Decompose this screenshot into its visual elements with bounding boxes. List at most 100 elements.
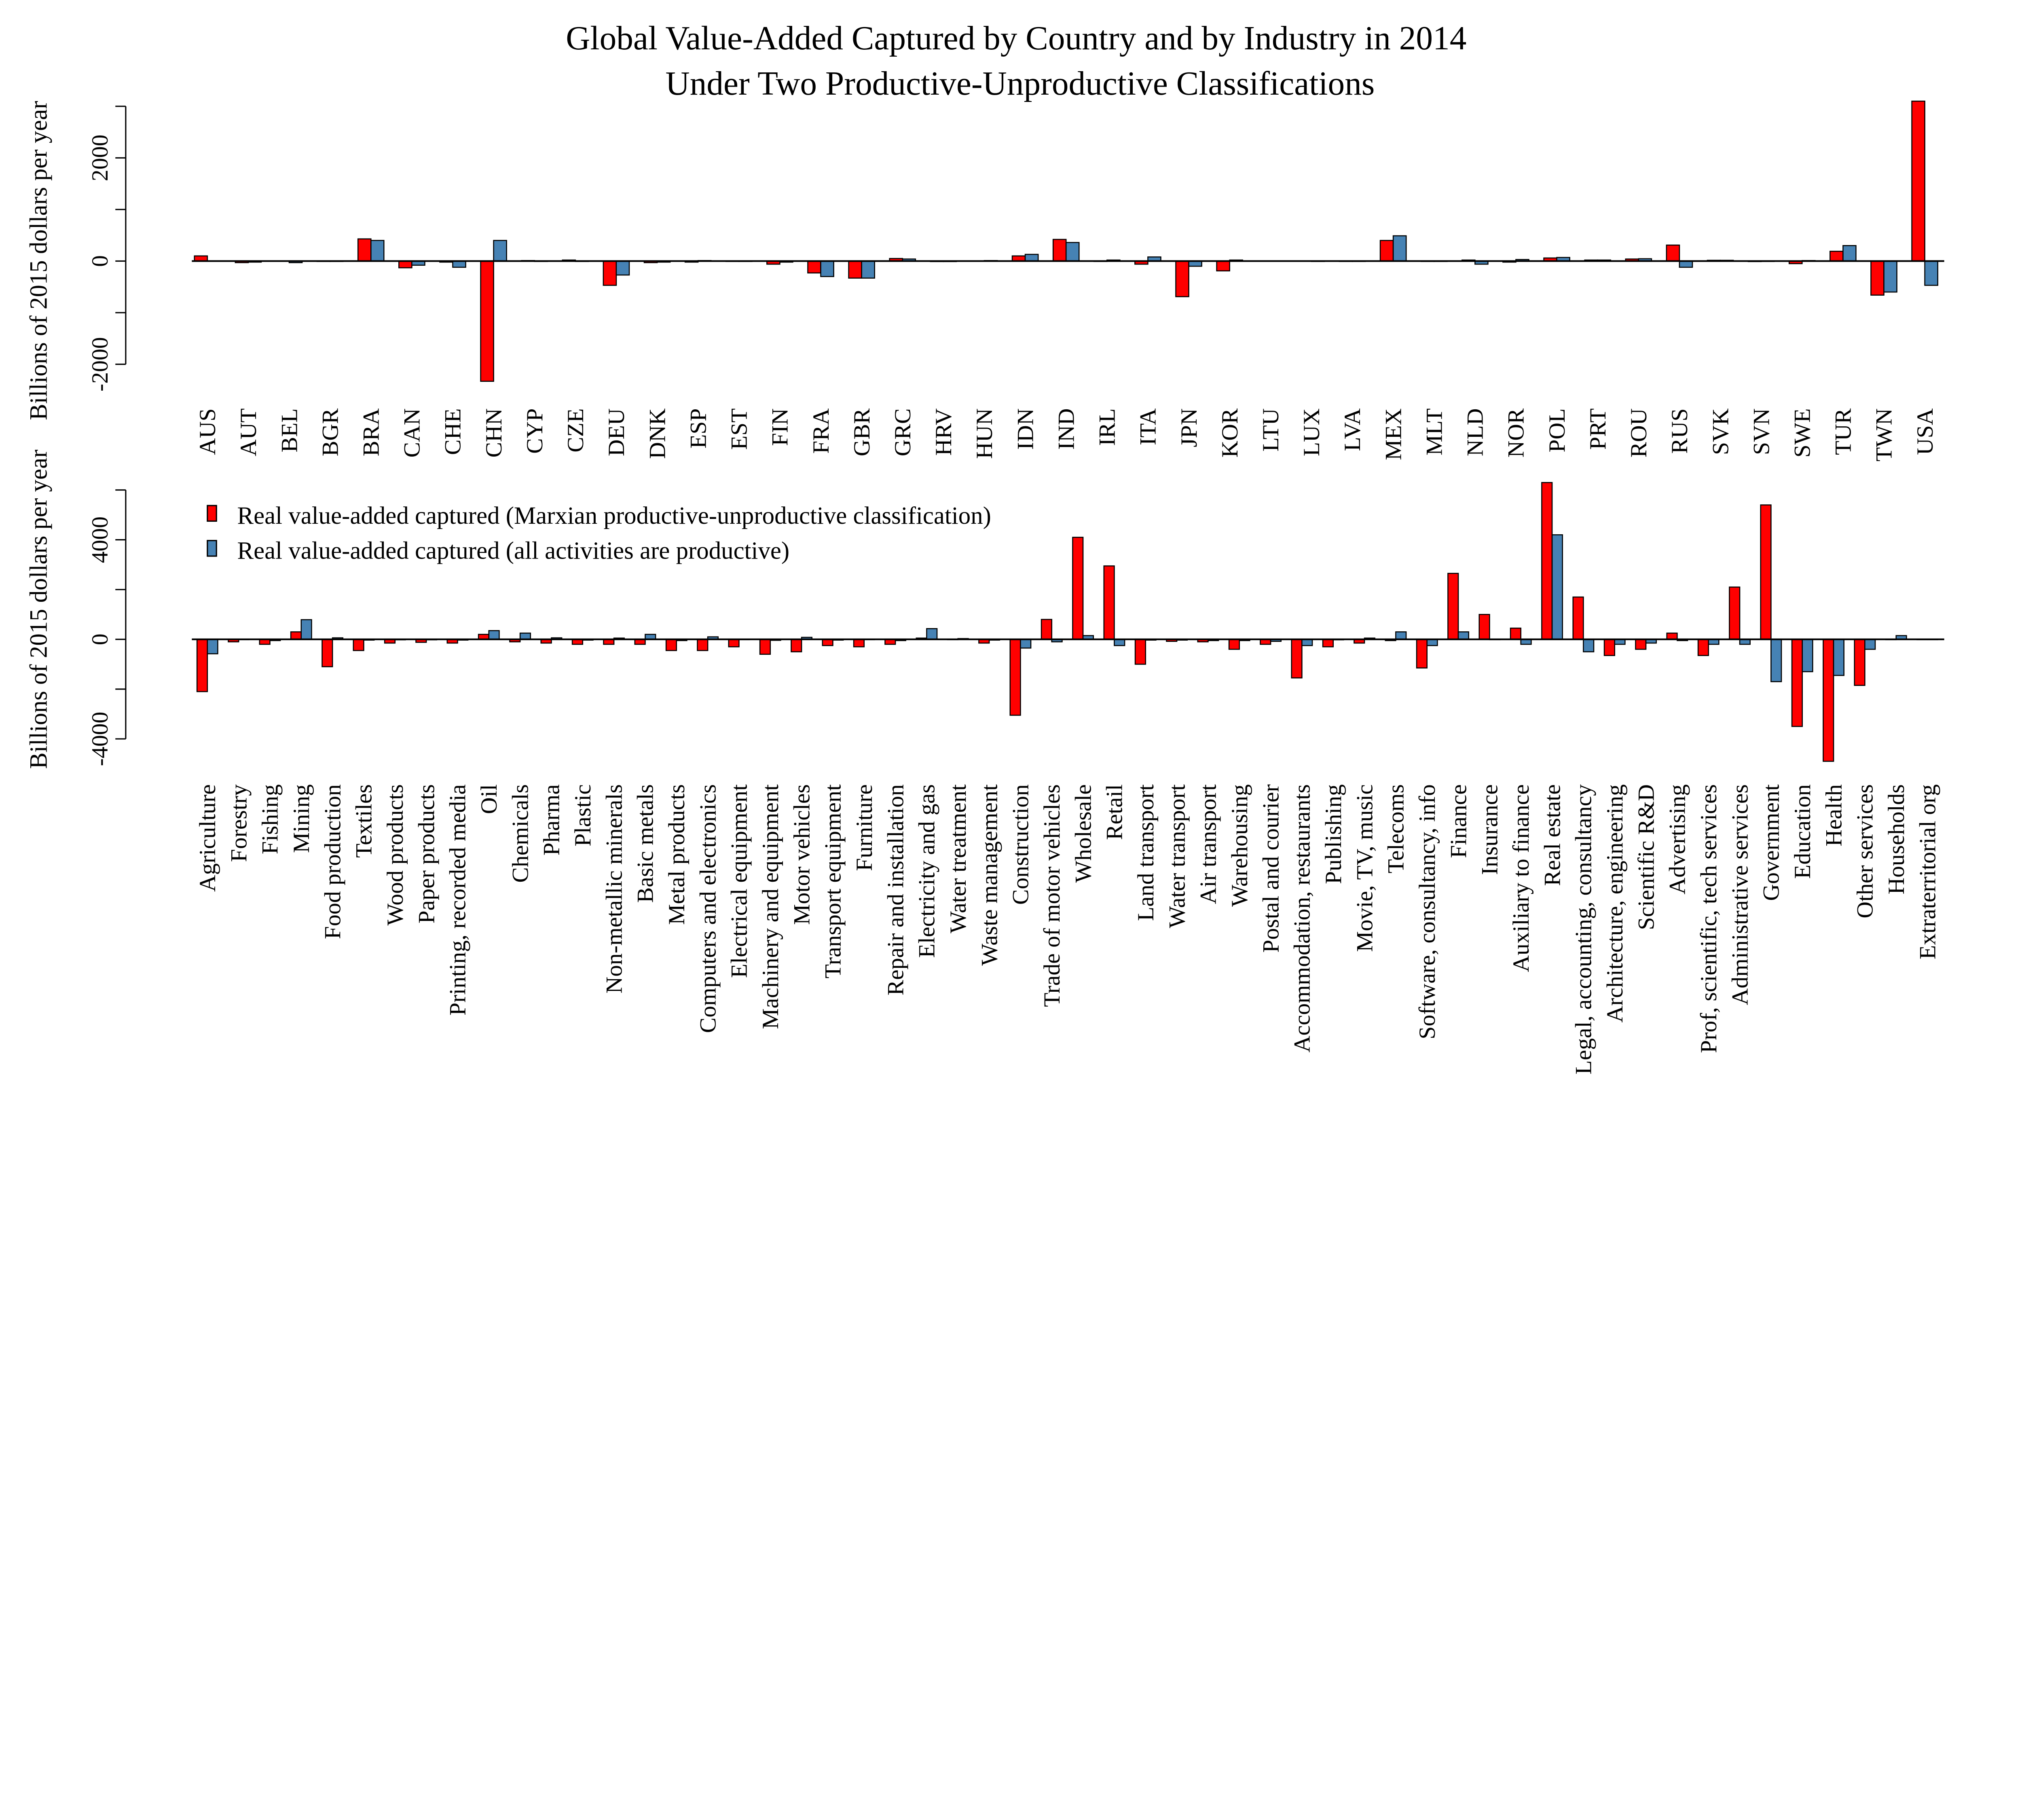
bar-all-productive-fra — [820, 260, 834, 277]
x-tick-label: CHN — [481, 408, 507, 458]
x-tick-label: Movie, TV, music — [1352, 784, 1377, 952]
bar-all-productive-real-estate — [1551, 534, 1563, 640]
x-tick-label: Chemicals — [508, 784, 533, 883]
bar-marxian-machinery-and-equipment — [759, 639, 771, 655]
x-tick-label: ITA — [1136, 408, 1161, 445]
x-tick-label: CZE — [563, 408, 588, 453]
x-tick-label: SVK — [1708, 408, 1733, 455]
x-tick-label: Transport equipment — [821, 784, 846, 978]
bar-all-productive-chn — [493, 240, 507, 262]
bar-marxian-accommodation-restaurants — [1291, 639, 1303, 679]
x-tick-label: AUT — [236, 408, 261, 457]
country-plot: -2000 0 2000 Billions of 2015 dollars per y… — [25, 100, 1944, 461]
x-tick-label: Construction — [1008, 784, 1034, 905]
bar-all-productive-health — [1833, 639, 1844, 676]
x-tick-label: Food production — [320, 784, 345, 939]
x-tick-label: Agriculture — [195, 784, 220, 892]
x-tick-label: NOR — [1504, 408, 1529, 457]
x-tick-label: Motor vehicles — [789, 784, 814, 925]
x-tick-label: IDN — [1013, 408, 1038, 450]
x-tick-label: Software, consultancy, info — [1415, 784, 1440, 1039]
x-tick-label: Non-metallic minerals — [601, 784, 627, 993]
bar-marxian-scientific-r-d — [1635, 639, 1647, 650]
x-tick-label: Education — [1790, 784, 1815, 879]
bar-marxian-wholesale — [1072, 537, 1084, 640]
x-tick-label: Repair and installation — [883, 784, 908, 995]
legend-label-all-productive: Real value-added captured (all activitie… — [237, 537, 790, 564]
x-tick-label: BRA — [359, 408, 384, 456]
bar-all-productive-legal-accounting-consultancy — [1583, 639, 1595, 652]
bar-marxian-insurance — [1478, 614, 1490, 640]
x-tick-label: Scientific R&D — [1633, 784, 1659, 930]
bar-marxian-advertising — [1666, 633, 1678, 640]
bar-all-productive-usa — [1924, 260, 1938, 286]
bar-marxian-ind — [1052, 239, 1067, 262]
x-tick-label: Real estate — [1540, 784, 1565, 886]
x-tick-label: BEL — [277, 408, 302, 453]
x-tick-label: RUS — [1667, 408, 1692, 454]
legend-label-marxian: Real value-added captured (Marxian produ… — [237, 502, 991, 529]
x-tick-label: Finance — [1446, 784, 1471, 858]
x-tick-label: Accommodation, restaurants — [1290, 784, 1315, 1052]
y-tick-label: -2000 — [87, 337, 113, 392]
y-tick-label: 0 — [87, 255, 113, 267]
x-tick-label: Water transport — [1164, 784, 1190, 928]
bar-marxian-jpn — [1175, 260, 1189, 297]
bar-marxian-health — [1823, 639, 1834, 762]
bar-all-productive-twn — [1883, 260, 1897, 293]
y-tick-label: -4000 — [87, 712, 113, 766]
bar-marxian-gbr — [848, 260, 862, 279]
bar-all-productive-agriculture — [207, 639, 218, 654]
bar-all-productive-other-services — [1864, 639, 1876, 650]
x-tick-label: Oil — [476, 784, 502, 814]
x-tick-label: Electrical equipment — [727, 784, 752, 978]
x-tick-label: Wholesale — [1070, 784, 1096, 882]
x-tick-label: Telecoms — [1383, 784, 1409, 873]
bar-marxian-other-services — [1854, 639, 1865, 686]
x-tick-label: MLT — [1421, 408, 1447, 455]
bar-all-productive-construction — [1020, 639, 1032, 649]
bar-all-productive-gbr — [861, 260, 875, 279]
x-tick-label: Fishing — [258, 784, 283, 854]
bar-marxian-publishing — [1322, 639, 1334, 648]
x-tick-label: DNK — [645, 408, 670, 459]
x-tick-label: DEU — [604, 408, 629, 457]
bar-marxian-furniture — [853, 639, 865, 648]
bar-all-productive-education — [1802, 639, 1813, 673]
x-tick-label: Legal, accounting, consultancy — [1571, 784, 1597, 1075]
bar-marxian-fra — [807, 260, 821, 274]
bar-marxian-transport-equipment — [822, 639, 833, 646]
bar-marxian-finance — [1447, 573, 1459, 640]
x-tick-label: TWN — [1872, 408, 1897, 461]
x-tick-label: Printing, recorded media — [445, 784, 471, 1016]
industry-plot: -4000 0 4000 Billions of 2015 dollars per y… — [25, 450, 1944, 1075]
chart-subtitle: Under Two Productive-Unproductive Classi… — [666, 65, 1375, 102]
x-tick-label: Mining — [289, 784, 314, 853]
x-tick-label: Electricity and gas — [914, 784, 940, 958]
x-tick-label: GRC — [890, 408, 916, 457]
bar-all-productive-ind — [1065, 242, 1080, 262]
x-tick-label: CHE — [440, 408, 466, 455]
bar-marxian-tur — [1830, 250, 1844, 262]
x-tick-label: ESP — [685, 408, 711, 449]
x-tick-label: HRV — [931, 408, 956, 456]
chart: Global Value-Added Captured by Country a… — [25, 20, 1944, 1075]
bar-marxian-legal-accounting-consultancy — [1572, 596, 1584, 640]
bar-marxian-mex — [1379, 240, 1394, 262]
x-tick-label: MEX — [1381, 408, 1406, 460]
bar-all-productive-mex — [1392, 235, 1407, 262]
x-tick-label: Postal and courier — [1258, 784, 1284, 953]
bar-marxian-usa — [1911, 100, 1925, 262]
bar-marxian-construction — [1009, 639, 1021, 716]
x-tick-label: JPN — [1176, 408, 1202, 447]
bar-all-productive-che — [452, 260, 466, 268]
x-tick-label: Pharma — [539, 784, 565, 855]
x-tick-label: HUN — [972, 408, 997, 459]
bar-all-productive-retail — [1114, 639, 1125, 646]
bar-marxian-can — [398, 260, 412, 269]
x-tick-label: LUX — [1299, 408, 1324, 457]
legend-swatch-marxian — [207, 505, 217, 522]
bar-marxian-architecture-engineering — [1603, 639, 1615, 656]
bar-marxian-retail — [1103, 565, 1115, 640]
bar-marxian-land-transport — [1134, 639, 1146, 665]
